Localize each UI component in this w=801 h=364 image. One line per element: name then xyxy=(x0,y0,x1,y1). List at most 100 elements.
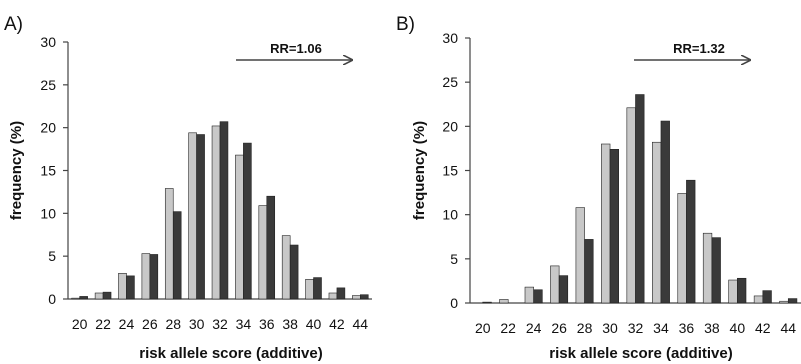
chart-panel-a: A) 0 5 10 15 20 25 30 20 22 24 26 28 30 32 34 36 38 40 42 44… xyxy=(4,14,372,362)
bar xyxy=(558,275,569,304)
x-tick-label: 42 xyxy=(755,320,771,336)
bar xyxy=(533,289,543,304)
panel-label: A) xyxy=(4,14,23,35)
y-tick-label: 15 xyxy=(40,163,56,179)
bar xyxy=(660,120,670,304)
x-tick-label: 34 xyxy=(653,320,669,336)
bar xyxy=(482,301,492,304)
x-tick-label: 28 xyxy=(165,316,181,332)
bar xyxy=(762,290,772,304)
panel-label: B) xyxy=(396,14,415,35)
bar xyxy=(219,121,229,300)
rr-annotation: RR=1.32 xyxy=(673,41,725,56)
bar xyxy=(313,277,322,300)
x-tick-label: 24 xyxy=(119,316,135,332)
bar xyxy=(635,94,645,304)
bar xyxy=(266,195,276,300)
bar xyxy=(141,253,151,300)
bar xyxy=(188,132,197,300)
x-tick-label: 22 xyxy=(95,316,111,332)
rr-annotation: RR=1.06 xyxy=(270,41,322,56)
x-tick-label: 44 xyxy=(780,320,796,336)
bar xyxy=(728,279,738,304)
bar xyxy=(281,235,291,300)
x-tick-label: 22 xyxy=(500,320,516,336)
y-tick-label: 10 xyxy=(442,207,458,223)
bar xyxy=(753,295,764,304)
bar xyxy=(172,211,182,300)
x-tick-label: 32 xyxy=(212,316,228,332)
bar xyxy=(360,294,369,300)
bar xyxy=(71,297,80,300)
x-tick-label: 20 xyxy=(72,316,88,332)
y-tick-label: 20 xyxy=(442,118,458,134)
y-axis-title: frequency (%) xyxy=(411,121,428,220)
y-tick-label: 10 xyxy=(40,205,56,221)
x-tick-label: 26 xyxy=(551,320,567,336)
x-tick-label: 38 xyxy=(704,320,720,336)
x-tick-label: 24 xyxy=(526,320,542,336)
x-tick-label: 42 xyxy=(329,316,345,332)
x-tick-label: 32 xyxy=(628,320,644,336)
bar xyxy=(196,134,205,300)
bar xyxy=(126,275,135,300)
x-tick-label: 20 xyxy=(475,320,491,336)
bar xyxy=(258,205,268,300)
y-tick-label: 30 xyxy=(442,30,458,46)
bar xyxy=(702,232,713,304)
y-tick-label: 0 xyxy=(48,291,56,307)
x-tick-label: 30 xyxy=(189,316,205,332)
y-axis-title: frequency (%) xyxy=(8,121,25,220)
bar xyxy=(737,277,747,304)
bar xyxy=(711,237,721,304)
bar xyxy=(626,107,636,304)
bar xyxy=(164,188,174,300)
bar xyxy=(79,296,88,300)
bar xyxy=(336,287,346,300)
y-tick-label: 5 xyxy=(450,251,458,267)
bar xyxy=(94,292,104,300)
x-tick-label: 38 xyxy=(282,316,298,332)
bar xyxy=(686,179,696,304)
bar xyxy=(524,286,534,304)
x-tick-label: 40 xyxy=(306,316,322,332)
y-tick-label: 20 xyxy=(40,120,56,136)
x-tick-label: 28 xyxy=(577,320,593,336)
bar xyxy=(243,142,252,300)
bar xyxy=(499,299,509,304)
y-tick-label: 15 xyxy=(442,163,458,179)
x-tick-label: 30 xyxy=(602,320,618,336)
bar xyxy=(584,239,594,304)
bar xyxy=(211,125,221,300)
x-tick-label: 36 xyxy=(679,320,695,336)
bar xyxy=(601,143,611,304)
x-tick-label: 44 xyxy=(353,316,369,332)
bar xyxy=(149,254,159,300)
bar xyxy=(328,292,338,300)
bar xyxy=(575,207,585,304)
x-axis-title: risk allele score (additive) xyxy=(139,345,322,362)
bar xyxy=(550,265,560,304)
y-tick-label: 0 xyxy=(450,295,458,311)
y-tick-label: 30 xyxy=(40,34,56,50)
bar xyxy=(102,291,112,300)
x-axis-title: risk allele score (additive) xyxy=(549,345,732,362)
x-tick-label: 36 xyxy=(259,316,275,332)
bar xyxy=(677,193,687,304)
bar xyxy=(652,141,662,304)
bar xyxy=(787,298,798,304)
bar xyxy=(235,154,244,300)
y-tick-label: 5 xyxy=(48,248,56,264)
chart-panel-b: B) 0 5 10 15 20 25 30 20 22 24 26 28 30 32 34 36 38 40 42 44… xyxy=(396,14,801,362)
y-tick-label: 25 xyxy=(442,74,458,90)
bar xyxy=(609,149,619,304)
x-tick-label: 40 xyxy=(730,320,746,336)
bar xyxy=(305,278,314,300)
bar xyxy=(118,272,127,300)
bar xyxy=(779,300,789,304)
y-tick-label: 25 xyxy=(40,77,56,93)
x-tick-label: 26 xyxy=(142,316,158,332)
bar xyxy=(289,244,299,300)
